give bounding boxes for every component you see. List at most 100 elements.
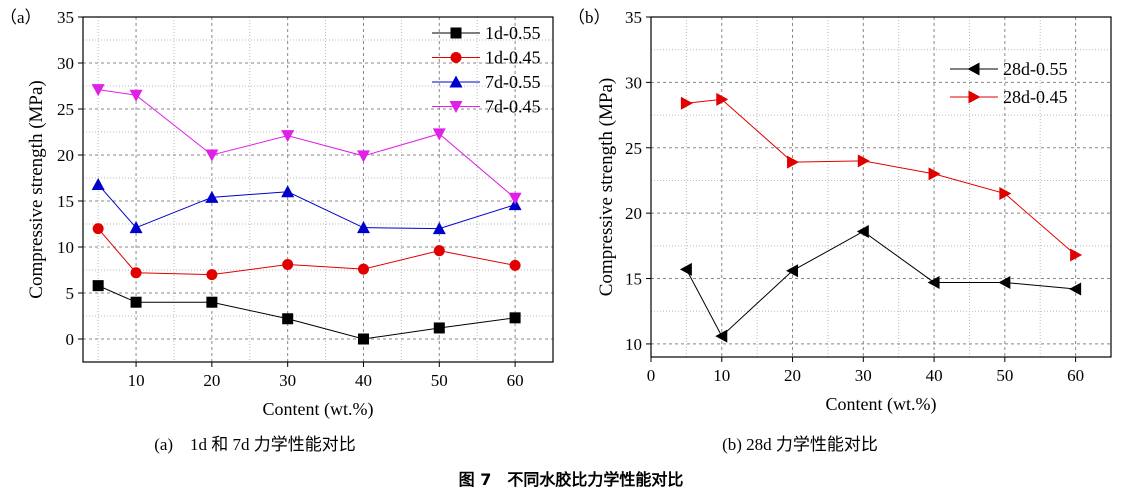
series-line bbox=[686, 98, 1076, 256]
legend-marker bbox=[450, 52, 462, 63]
legend-label: 1d-0.55 bbox=[485, 23, 541, 43]
data-point bbox=[206, 296, 218, 308]
x-tick-label: 60 bbox=[1067, 366, 1084, 385]
data-point bbox=[432, 222, 446, 235]
series-line bbox=[97, 285, 516, 340]
legend-label: 1d-0.45 bbox=[485, 48, 541, 68]
series-line bbox=[97, 184, 516, 230]
chart-panel-b: 0 10 20 30 40 50 60 10 15 20 25 30 35 （b） Content (wt.… bbox=[568, 8, 1112, 454]
x-tick-label: 50 bbox=[996, 366, 1013, 385]
data-point bbox=[857, 154, 870, 168]
legend-item: 28d-0.55 bbox=[950, 59, 1068, 79]
y-tick-label: 25 bbox=[625, 139, 642, 158]
data-point bbox=[927, 275, 940, 289]
x-axis-label: Content (wt.%) bbox=[826, 394, 937, 415]
y-tick-label: 15 bbox=[57, 192, 74, 211]
data-point bbox=[1070, 248, 1083, 262]
data-point bbox=[856, 224, 869, 238]
y-tick-label: 0 bbox=[66, 330, 75, 349]
data-point bbox=[91, 177, 105, 190]
data-point bbox=[787, 155, 800, 169]
x-tick-label: 40 bbox=[355, 371, 372, 390]
x-tick-label: 40 bbox=[926, 366, 943, 385]
data-point bbox=[357, 263, 369, 275]
data-point bbox=[130, 267, 142, 279]
figure-caption: 图 7 不同水胶比力学性能对比 bbox=[458, 470, 684, 489]
x-tick-label: 60 bbox=[507, 371, 524, 390]
legend-item: 7d-0.55 bbox=[432, 72, 541, 92]
plot-frame bbox=[650, 16, 1112, 358]
data-point bbox=[205, 190, 219, 203]
data-point bbox=[786, 264, 799, 278]
y-tick-label: 5 bbox=[66, 284, 75, 303]
data-point bbox=[680, 96, 693, 110]
data-point bbox=[281, 130, 295, 143]
data-point bbox=[508, 192, 522, 205]
legend-item: 28d-0.45 bbox=[950, 87, 1068, 107]
data-point bbox=[130, 296, 142, 308]
x-tick-label: 50 bbox=[431, 371, 448, 390]
series-28d-0.55 bbox=[679, 224, 1082, 343]
data-point bbox=[282, 258, 294, 270]
legend-marker bbox=[968, 90, 981, 104]
y-tick-label: 20 bbox=[57, 146, 74, 165]
series-1d-0.55 bbox=[92, 280, 521, 345]
data-point bbox=[999, 187, 1012, 201]
x-tick-label: 10 bbox=[128, 371, 145, 390]
panel-label: （b） bbox=[568, 8, 611, 27]
data-point bbox=[928, 167, 941, 181]
data-point bbox=[715, 329, 728, 343]
data-point bbox=[509, 312, 521, 324]
series-28d-0.45 bbox=[680, 92, 1083, 262]
subcaption: (b) 28d 力学性能对比 bbox=[722, 435, 878, 454]
y-axis-label: Compressive strength (MPa) bbox=[26, 80, 47, 298]
plot-frame bbox=[82, 16, 554, 363]
series-line bbox=[97, 228, 516, 276]
legend-label: 28d-0.55 bbox=[1003, 59, 1068, 79]
x-tick-label: 30 bbox=[279, 371, 296, 390]
data-point bbox=[356, 150, 370, 163]
series-1d-0.45 bbox=[92, 223, 521, 281]
x-tick-label: 0 bbox=[647, 366, 656, 385]
legend-marker bbox=[967, 62, 980, 76]
legend-label: 7d-0.55 bbox=[485, 72, 541, 92]
data-point bbox=[1069, 282, 1082, 296]
y-tick-label: 35 bbox=[625, 8, 642, 27]
y-tick-label: 30 bbox=[625, 73, 642, 92]
series-7d-0.55 bbox=[91, 177, 522, 235]
legend-marker bbox=[450, 27, 462, 39]
legend-label: 28d-0.45 bbox=[1003, 87, 1068, 107]
y-tick-label: 25 bbox=[57, 100, 74, 119]
data-point bbox=[679, 262, 692, 276]
x-axis-label: Content (wt.%) bbox=[263, 399, 374, 420]
legend-item: 1d-0.55 bbox=[432, 23, 541, 43]
data-point bbox=[205, 149, 219, 162]
y-tick-label: 10 bbox=[57, 238, 74, 257]
legend-marker bbox=[449, 75, 463, 88]
x-tick-label: 10 bbox=[713, 366, 730, 385]
data-point bbox=[92, 280, 104, 292]
subcaption: (a) 1d 和 7d 力学性能对比 bbox=[154, 435, 356, 454]
y-tick-label: 10 bbox=[625, 335, 642, 354]
y-tick-label: 20 bbox=[625, 204, 642, 223]
data-point bbox=[129, 89, 143, 102]
series-line bbox=[685, 230, 1076, 337]
y-tick-label: 30 bbox=[57, 54, 74, 73]
data-point bbox=[129, 221, 143, 234]
legend-marker bbox=[449, 101, 463, 113]
data-point bbox=[432, 128, 446, 141]
data-point bbox=[282, 313, 294, 325]
data-point bbox=[433, 322, 445, 334]
legend-item: 7d-0.45 bbox=[432, 97, 541, 117]
data-point bbox=[357, 333, 369, 345]
y-axis-label: Compressive strength (MPa) bbox=[596, 78, 617, 296]
data-point bbox=[281, 185, 295, 198]
x-tick-label: 20 bbox=[203, 371, 220, 390]
data-point bbox=[716, 92, 729, 106]
x-tick-label: 20 bbox=[784, 366, 801, 385]
panel-label: （a） bbox=[0, 8, 42, 27]
x-tick-label: 30 bbox=[855, 366, 872, 385]
series-7d-0.45 bbox=[91, 84, 522, 205]
legend-item: 1d-0.45 bbox=[432, 48, 541, 68]
